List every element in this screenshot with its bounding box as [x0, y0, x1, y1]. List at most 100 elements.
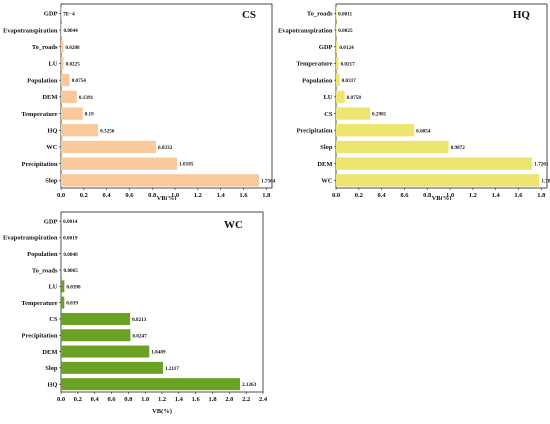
cs-xtick-label: 0.4 — [103, 192, 112, 199]
cs-xtick-label: 0.0 — [57, 192, 65, 199]
cs-xtick-label: 0.2 — [80, 192, 88, 199]
cs-category-label: Population — [27, 77, 58, 84]
cs-value-label: 1.7364 — [261, 178, 275, 184]
cs-category-label: Slop — [45, 178, 58, 185]
cs-bar-evapotranspiration — [61, 23, 62, 37]
cs-xtick-label: 1.0 — [171, 192, 179, 199]
wc-value-label: 0.8247 — [132, 333, 147, 339]
cs-bar-wc — [61, 140, 157, 154]
cs-xtick-label: 1.2 — [194, 192, 202, 199]
wc-xtick-label: 0.4 — [91, 396, 100, 403]
wc-category-label: Slop — [45, 365, 58, 372]
wc-value-label: 1.2117 — [165, 366, 179, 372]
chart-cs: CS GDP 7E−4 Evapotranspiration 0.0044 To_road… — [3, 3, 276, 202]
chart-hq: HQ To_roads 0.0011 Evapotranspiration 0.0025… — [278, 3, 550, 202]
wc-xtick-label: 1.8 — [208, 396, 217, 403]
hq-xtick-label: 0.6 — [400, 192, 409, 199]
hq-xtick-label: 1.8 — [537, 192, 546, 199]
hq-value-label: 0.0011 — [338, 11, 352, 17]
hq-category-label: Temperature — [296, 61, 332, 68]
cs-value-label: 0.19 — [85, 112, 94, 118]
hq-value-label: 0.0124 — [339, 45, 354, 51]
wc-category-label: GDP — [44, 218, 58, 225]
wc-bar-temperature — [61, 296, 65, 309]
wc-xtick-label: 2.4 — [259, 396, 268, 403]
wc-bar-precipitation — [61, 329, 131, 342]
wc-xtick-label: 0.8 — [124, 396, 133, 403]
hq-xtick-label: 1.0 — [446, 192, 454, 199]
wc-category-label: Evapotranspiration — [3, 235, 58, 242]
cs-bar-slop — [61, 174, 260, 187]
wc-value-label: 0.039 — [66, 301, 78, 307]
hq-category-label: LU — [323, 94, 332, 101]
cs-value-label: 0.1391 — [79, 95, 94, 101]
cs-value-label: 0.0225 — [66, 61, 81, 67]
hq-category-label: Slop — [320, 144, 333, 151]
wc-bar-to-roads — [61, 264, 62, 277]
chart-panel-wc: WC GDP 0.0014 Evapotranspiration 0.0019 Popul… — [0, 210, 275, 419]
wc-category-label: HQ — [47, 381, 57, 388]
hq-category-label: CS — [324, 111, 333, 118]
hq-category-label: DEM — [317, 161, 332, 168]
wc-chart-title: WC — [224, 219, 243, 231]
hq-bar-precipitation — [336, 124, 415, 137]
wc-value-label: 0.0065 — [64, 268, 79, 274]
cs-value-label: 0.0044 — [64, 28, 79, 34]
hq-xtick-label: 0.0 — [332, 192, 340, 199]
hq-bar-to-roads — [336, 7, 337, 20]
hq-value-label: 0.0217 — [340, 61, 355, 67]
wc-bar-dem — [61, 345, 150, 358]
hq-x-axis-label: VB(%) — [432, 195, 452, 200]
hq-xtick-label: 0.4 — [378, 192, 387, 199]
hq-value-label: 0.9872 — [451, 145, 466, 151]
hq-bar-cs — [336, 107, 370, 120]
cs-value-label: 7E−4 — [63, 11, 75, 17]
cs-xtick-label: 1.6 — [239, 192, 248, 199]
hq-bar-slop — [336, 140, 449, 154]
hq-value-label: 0.0025 — [338, 28, 353, 34]
cs-value-label: 0.3256 — [100, 128, 115, 134]
wc-value-label: 0.0019 — [63, 235, 78, 241]
cs-category-label: To_roads — [32, 44, 58, 51]
hq-bar-dem — [336, 157, 533, 170]
wc-category-label: CS — [49, 316, 58, 323]
wc-category-label: LU — [48, 284, 57, 291]
wc-bar-population — [61, 247, 62, 260]
cs-xtick-label: 0.6 — [125, 192, 134, 199]
wc-category-label: Population — [27, 251, 58, 258]
hq-bar-gdp — [336, 40, 338, 53]
hq-value-label: 0.6854 — [416, 128, 431, 134]
wc-bar-hq — [61, 378, 240, 391]
cs-value-label: 1.0185 — [179, 162, 194, 168]
wc-value-label: 1.0489 — [151, 350, 166, 356]
wc-xtick-label: 0.2 — [74, 396, 82, 403]
hq-category-label: Population — [302, 77, 333, 84]
hq-category-label: WC — [321, 178, 333, 185]
hq-category-label: To_roads — [307, 11, 333, 18]
hq-category-label: GDP — [319, 44, 333, 51]
hq-xtick-label: 1.2 — [469, 192, 477, 199]
wc-category-label: Precipitation — [22, 332, 58, 339]
cs-bar-dem — [61, 90, 77, 103]
cs-category-label: WC — [46, 144, 58, 151]
hq-bar-evapotranspiration — [336, 23, 337, 37]
cs-category-label: Temperature — [21, 111, 57, 118]
wc-xtick-label: 0.0 — [57, 396, 65, 403]
cs-category-label: GDP — [44, 11, 58, 18]
wc-xtick-label: 0.6 — [107, 396, 116, 403]
wc-value-label: 0.8213 — [132, 317, 147, 323]
cs-bar-hq — [61, 124, 99, 137]
wc-category-label: Temperature — [21, 300, 57, 307]
wc-x-axis-label: VB(%) — [152, 408, 172, 415]
cs-category-label: HQ — [47, 127, 57, 134]
chart-panel-hq: HQ To_roads 0.0011 Evapotranspiration 0.0025… — [278, 0, 550, 202]
wc-xtick-label: 1.0 — [141, 396, 149, 403]
cs-x-axis-label: VB(%) — [157, 195, 177, 200]
hq-value-label: 1.7829 — [541, 178, 550, 184]
chart-wc: WC GDP 0.0014 Evapotranspiration 0.0019 Popul… — [3, 211, 268, 415]
hq-bar-temperature — [336, 57, 339, 70]
hq-value-label: 0.0758 — [347, 95, 362, 101]
hq-xtick-label: 1.4 — [492, 192, 501, 199]
wc-category-label: DEM — [42, 349, 57, 356]
cs-category-label: DEM — [42, 94, 57, 101]
